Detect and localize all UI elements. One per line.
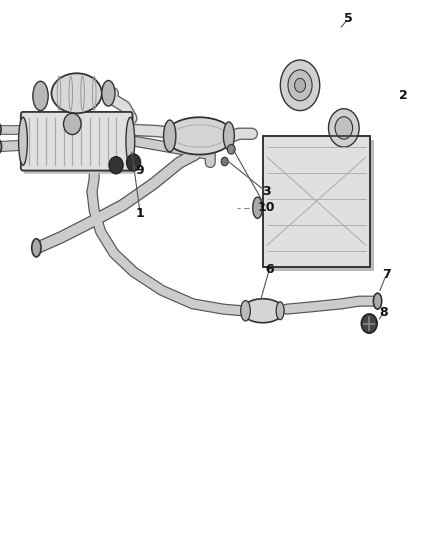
Circle shape bbox=[361, 314, 377, 333]
Ellipse shape bbox=[126, 117, 135, 165]
FancyBboxPatch shape bbox=[263, 136, 370, 266]
Ellipse shape bbox=[335, 117, 353, 139]
Ellipse shape bbox=[0, 123, 1, 136]
Ellipse shape bbox=[51, 74, 102, 114]
Ellipse shape bbox=[163, 120, 176, 152]
Circle shape bbox=[227, 144, 235, 154]
Ellipse shape bbox=[102, 80, 115, 106]
FancyBboxPatch shape bbox=[266, 140, 374, 271]
Ellipse shape bbox=[33, 81, 48, 111]
Ellipse shape bbox=[166, 117, 233, 155]
FancyBboxPatch shape bbox=[23, 116, 134, 174]
Text: 9: 9 bbox=[136, 164, 145, 177]
Text: 7: 7 bbox=[382, 268, 391, 281]
Ellipse shape bbox=[240, 301, 251, 321]
Ellipse shape bbox=[328, 109, 359, 147]
Circle shape bbox=[109, 157, 123, 174]
Ellipse shape bbox=[223, 122, 234, 150]
Ellipse shape bbox=[64, 114, 81, 135]
Text: 10: 10 bbox=[258, 201, 275, 214]
Ellipse shape bbox=[32, 239, 41, 257]
Ellipse shape bbox=[242, 298, 284, 323]
Ellipse shape bbox=[294, 78, 306, 92]
Ellipse shape bbox=[276, 302, 284, 320]
Ellipse shape bbox=[0, 139, 1, 154]
Ellipse shape bbox=[280, 60, 320, 111]
Circle shape bbox=[127, 154, 141, 171]
Ellipse shape bbox=[18, 117, 27, 165]
Text: 8: 8 bbox=[379, 306, 388, 319]
Text: 6: 6 bbox=[265, 263, 274, 276]
Ellipse shape bbox=[373, 293, 382, 309]
Ellipse shape bbox=[288, 70, 312, 101]
Circle shape bbox=[221, 157, 228, 166]
FancyBboxPatch shape bbox=[21, 112, 132, 171]
Ellipse shape bbox=[253, 197, 262, 219]
Text: 3: 3 bbox=[262, 185, 271, 198]
Text: 2: 2 bbox=[399, 90, 407, 102]
Text: 1: 1 bbox=[136, 207, 145, 220]
Text: 5: 5 bbox=[344, 12, 353, 25]
